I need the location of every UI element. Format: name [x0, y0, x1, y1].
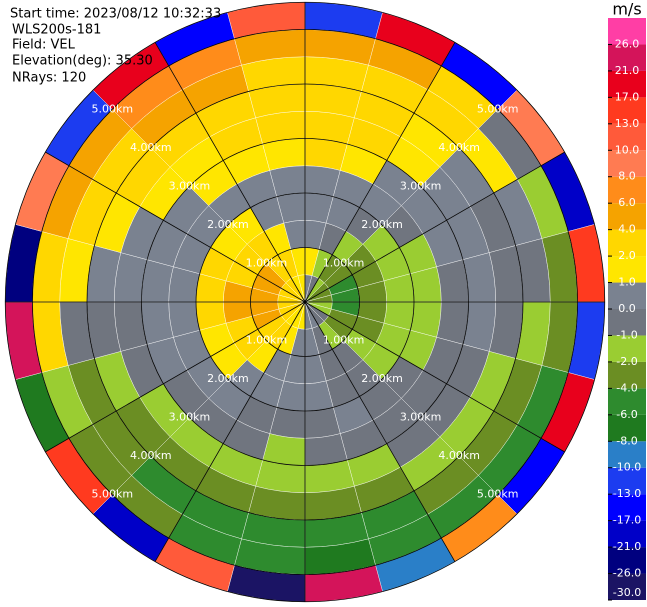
colorbar-label: 8.0 [618, 170, 636, 183]
range-ring [86, 83, 524, 521]
radial-line [304, 301, 456, 562]
colorbar-label: -8.0 [616, 434, 637, 447]
colorbar-label: 4.0 [618, 223, 636, 236]
radial-line [154, 42, 306, 303]
ring-label: 4.00km [130, 449, 172, 462]
ring-label: 5.00km [477, 488, 519, 501]
colorbar: 26.0 21.0 17.0 13.0 10.0 8.0 6.0 4.0 2.0 1.0 0.0 -1… [608, 18, 646, 601]
instrument: WLS200s-181 [12, 23, 101, 38]
colorbar-segment [608, 388, 646, 415]
colorbar-segment [608, 97, 646, 124]
ring-label: 5.00km [92, 102, 134, 115]
ring-label: 2.00km [361, 218, 403, 231]
ring-label: 2.00km [207, 218, 249, 231]
ring-label: 1.00km [323, 334, 365, 347]
colorbar-label: 1.0 [618, 276, 636, 289]
ring-label: 3.00km [400, 179, 442, 192]
colorbar-label: -17.0 [613, 514, 641, 527]
colorbar-label: 13.0 [615, 117, 640, 130]
gate [436, 301, 469, 345]
colorbar-segment [608, 309, 646, 336]
colorbar-segment [608, 361, 646, 389]
colorbar-label: -26.0 [613, 567, 641, 580]
colorbar-label: 2.0 [618, 249, 636, 262]
colorbar-segment [608, 229, 646, 257]
start-time: Start time: 2023/08/12 10:32:33 [10, 7, 221, 22]
gate [141, 301, 174, 345]
colorbar-segment [608, 150, 646, 177]
colorbar-label: 21.0 [615, 64, 640, 77]
outer-ring [4, 1, 606, 603]
colorbar-label: -13.0 [613, 487, 641, 500]
colorbar-segment [608, 520, 646, 548]
ring-label: 5.00km [92, 488, 134, 501]
colorbar-segment [608, 441, 646, 468]
colorbar-segment [608, 18, 646, 45]
ppi-plot: 1.00km 1.00km 1.00km 1.00km 2.00km 2.00km 2.00… [4, 1, 606, 603]
nrays: NRays: 120 [12, 71, 86, 86]
ring-label: 4.00km [438, 141, 480, 154]
gate [141, 259, 174, 303]
ring-label: 2.00km [361, 372, 403, 385]
colorbar-segment [608, 573, 646, 600]
gate [304, 433, 348, 466]
gate [436, 259, 469, 303]
ring-label: 1.00km [246, 256, 288, 269]
field: Field: VEL [12, 38, 76, 53]
ring-label: 3.00km [400, 411, 442, 424]
radial-line [304, 42, 456, 303]
colorbar-label: 6.0 [618, 196, 636, 209]
colorbar-segment [608, 70, 646, 98]
ring-label: 3.00km [169, 411, 211, 424]
colorbar-segment [608, 123, 646, 151]
radial-line [154, 301, 306, 562]
colorbar-label: 17.0 [615, 90, 640, 103]
range-ring [195, 192, 415, 412]
gate [262, 433, 306, 466]
range-ring [250, 247, 360, 357]
colorbar-segment [608, 547, 646, 574]
colorbar-label: -4.0 [616, 381, 637, 394]
colorbar-label: -30.0 [613, 586, 641, 599]
ring-label: 1.00km [246, 334, 288, 347]
gate [304, 138, 348, 171]
colorbar-segment [608, 176, 646, 204]
gate [262, 138, 306, 171]
ring-label: 5.00km [477, 102, 519, 115]
range-ring [32, 29, 578, 575]
range-ring [141, 138, 469, 466]
ring-label: 1.00km [323, 256, 365, 269]
elevation: Elevation(deg): 35.30 [12, 54, 153, 69]
ring-label: 2.00km [207, 372, 249, 385]
colorbar-segment [608, 414, 646, 442]
colorbar-label: 10.0 [615, 143, 640, 156]
colorbar-segment [608, 203, 646, 230]
colorbar-label: 0.0 [618, 302, 636, 315]
colorbar-label: -2.0 [616, 355, 637, 368]
colorbar-segment [608, 467, 646, 495]
colorbar-label: -1.0 [616, 328, 637, 341]
colorbar-segment [608, 282, 646, 309]
radial-line [45, 151, 306, 303]
colorbar-label: -6.0 [616, 408, 637, 421]
colorbar-segment [608, 494, 646, 521]
radial-line [304, 301, 565, 453]
colorbar-label: 26.0 [615, 37, 640, 50]
ring-label: 4.00km [438, 449, 480, 462]
colorbar-segment [608, 256, 646, 283]
colorbar-segment [608, 335, 646, 362]
radial-line [304, 151, 565, 303]
radial-line [45, 301, 306, 453]
ring-label: 4.00km [130, 141, 172, 154]
colorbar-unit: m/s [612, 0, 641, 19]
ring-label: 3.00km [169, 179, 211, 192]
colorbar-label: -10.0 [613, 461, 641, 474]
colorbar-label: -21.0 [613, 540, 641, 553]
colorbar-segment [608, 44, 646, 71]
